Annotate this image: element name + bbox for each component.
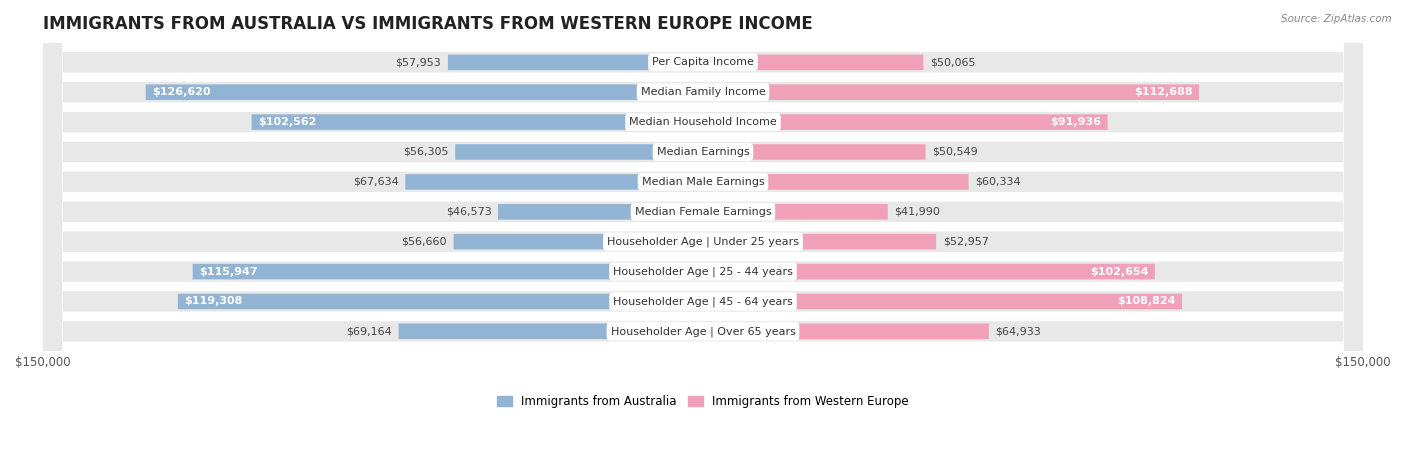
Text: Median Family Income: Median Family Income (641, 87, 765, 97)
Text: $56,660: $56,660 (402, 237, 447, 247)
FancyBboxPatch shape (454, 234, 703, 249)
FancyBboxPatch shape (703, 294, 1182, 309)
FancyBboxPatch shape (498, 204, 703, 219)
Text: $56,305: $56,305 (404, 147, 449, 157)
FancyBboxPatch shape (703, 174, 969, 190)
Text: Median Earnings: Median Earnings (657, 147, 749, 157)
Text: $50,065: $50,065 (929, 57, 976, 67)
FancyBboxPatch shape (703, 324, 988, 339)
FancyBboxPatch shape (146, 85, 703, 100)
FancyBboxPatch shape (42, 0, 1364, 467)
Text: $41,990: $41,990 (894, 207, 941, 217)
Text: $60,334: $60,334 (976, 177, 1021, 187)
FancyBboxPatch shape (703, 144, 925, 160)
Text: $119,308: $119,308 (184, 297, 243, 306)
Text: $46,573: $46,573 (446, 207, 492, 217)
FancyBboxPatch shape (703, 234, 936, 249)
Text: Householder Age | 45 - 64 years: Householder Age | 45 - 64 years (613, 296, 793, 307)
FancyBboxPatch shape (42, 0, 1364, 467)
FancyBboxPatch shape (405, 174, 703, 190)
FancyBboxPatch shape (42, 0, 1364, 467)
FancyBboxPatch shape (252, 114, 703, 130)
FancyBboxPatch shape (449, 55, 703, 70)
FancyBboxPatch shape (42, 0, 1364, 467)
Text: $112,688: $112,688 (1133, 87, 1192, 97)
Text: Householder Age | 25 - 44 years: Householder Age | 25 - 44 years (613, 266, 793, 277)
FancyBboxPatch shape (42, 0, 1364, 467)
Text: Householder Age | Over 65 years: Householder Age | Over 65 years (610, 326, 796, 337)
FancyBboxPatch shape (179, 294, 703, 309)
FancyBboxPatch shape (703, 204, 887, 219)
Text: $102,654: $102,654 (1090, 267, 1149, 276)
Text: $67,634: $67,634 (353, 177, 399, 187)
Text: Median Male Earnings: Median Male Earnings (641, 177, 765, 187)
FancyBboxPatch shape (703, 114, 1108, 130)
FancyBboxPatch shape (193, 264, 703, 279)
FancyBboxPatch shape (703, 55, 924, 70)
FancyBboxPatch shape (42, 0, 1364, 467)
Text: $52,957: $52,957 (942, 237, 988, 247)
Text: $64,933: $64,933 (995, 326, 1040, 336)
Text: Source: ZipAtlas.com: Source: ZipAtlas.com (1281, 14, 1392, 24)
Text: $69,164: $69,164 (346, 326, 392, 336)
FancyBboxPatch shape (398, 324, 703, 339)
Text: Median Female Earnings: Median Female Earnings (634, 207, 772, 217)
FancyBboxPatch shape (703, 85, 1199, 100)
Text: Per Capita Income: Per Capita Income (652, 57, 754, 67)
FancyBboxPatch shape (42, 0, 1364, 467)
FancyBboxPatch shape (42, 0, 1364, 467)
Text: Householder Age | Under 25 years: Householder Age | Under 25 years (607, 236, 799, 247)
FancyBboxPatch shape (42, 0, 1364, 467)
FancyBboxPatch shape (703, 264, 1154, 279)
FancyBboxPatch shape (42, 0, 1364, 467)
Text: $102,562: $102,562 (259, 117, 316, 127)
Text: $57,953: $57,953 (395, 57, 441, 67)
Text: $50,549: $50,549 (932, 147, 977, 157)
Text: $108,824: $108,824 (1116, 297, 1175, 306)
Text: IMMIGRANTS FROM AUSTRALIA VS IMMIGRANTS FROM WESTERN EUROPE INCOME: IMMIGRANTS FROM AUSTRALIA VS IMMIGRANTS … (42, 15, 813, 33)
Text: Median Household Income: Median Household Income (628, 117, 778, 127)
Text: $115,947: $115,947 (200, 267, 257, 276)
Text: $126,620: $126,620 (152, 87, 211, 97)
FancyBboxPatch shape (456, 144, 703, 160)
Text: $91,936: $91,936 (1050, 117, 1101, 127)
Legend: Immigrants from Australia, Immigrants from Western Europe: Immigrants from Australia, Immigrants fr… (492, 390, 914, 413)
